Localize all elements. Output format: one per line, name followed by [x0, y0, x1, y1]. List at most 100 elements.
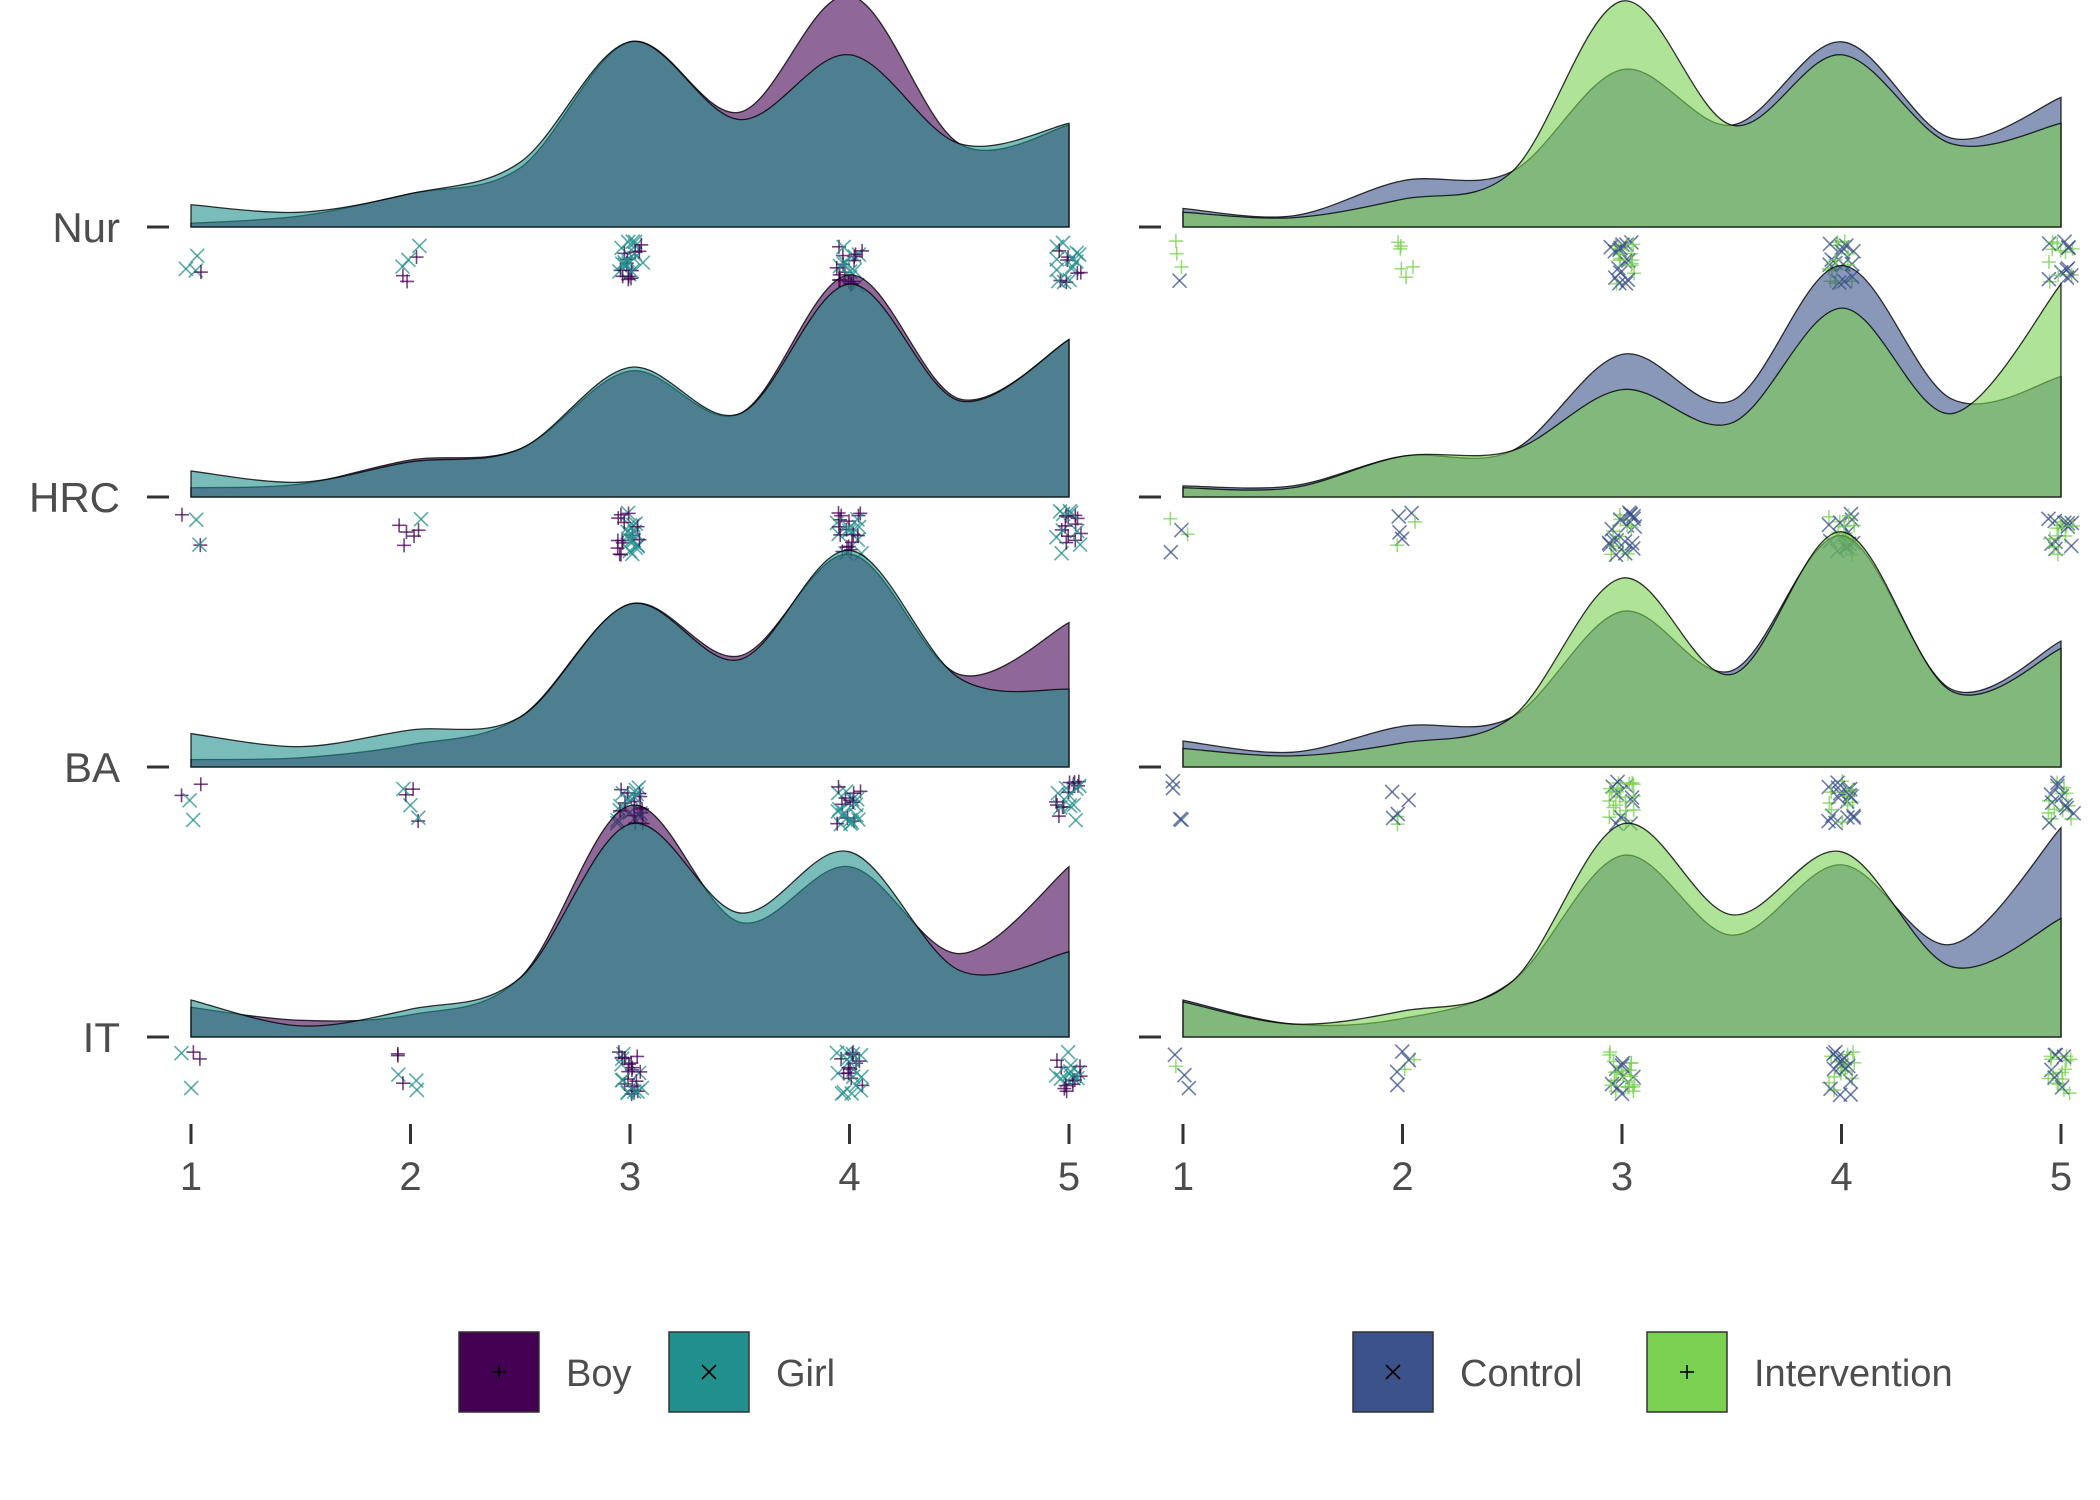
data-point-control-d2	[1846, 808, 1862, 824]
data-point-girl	[178, 261, 194, 277]
data-point-boy	[617, 515, 632, 530]
data-point-control-d2	[1843, 506, 1859, 522]
data-point-control-d2	[1394, 1043, 1410, 1060]
data-point-girl-d2	[831, 801, 847, 817]
data-point-girl-d2	[173, 1045, 190, 1061]
data-point-control	[1163, 544, 1179, 560]
data-point-girl-d2	[1062, 272, 1078, 288]
data-point-boy	[831, 505, 846, 520]
data-point-control	[1609, 1080, 1626, 1096]
data-point-control-d2	[1608, 547, 1624, 563]
data-point-girl-d2	[1060, 1044, 1076, 1060]
data-point-control-d2	[2047, 513, 2063, 529]
data-point-girl-d2	[834, 1086, 850, 1102]
data-point-girl-d2	[1055, 235, 1071, 251]
data-point-control	[1404, 505, 1420, 521]
data-point-control-d2	[2054, 1079, 2070, 1095]
data-point-girl-d2	[628, 782, 644, 798]
jitter-points-ba	[1165, 773, 2082, 832]
data-point-girl	[1063, 1057, 1079, 1074]
data-point-girl-d2	[836, 805, 852, 821]
data-point-control	[1165, 780, 1181, 796]
data-point-intervention	[2041, 805, 2056, 820]
data-point-control-d2	[1608, 815, 1624, 832]
data-point-intervention	[1169, 246, 1184, 261]
data-point-control-d2	[1624, 535, 1640, 551]
data-point-boy	[621, 269, 636, 284]
data-point-control	[1618, 778, 1634, 794]
data-point-control-d2	[1609, 1080, 1626, 1096]
data-point-girl	[1060, 1044, 1076, 1060]
data-point-control-d2	[1609, 774, 1626, 790]
data-point-intervention	[2043, 531, 2058, 546]
data-point-control-d2	[1391, 508, 1407, 524]
data-point-intervention	[2058, 1062, 2073, 1077]
data-point-girl-d2	[626, 250, 642, 267]
data-point-boy	[186, 1045, 201, 1060]
data-point-girl-d2	[853, 1082, 869, 1098]
ridge-row-it-left	[173, 804, 1088, 1102]
data-point-intervention	[1838, 1063, 1853, 1078]
data-point-control	[1385, 810, 1401, 826]
data-point-control	[2049, 775, 2066, 791]
data-point-girl-d2	[626, 1083, 642, 1099]
data-point-control-d2	[1389, 1077, 1405, 1093]
left-panel-plot-area: 1 2 3 4 5	[147, 0, 1088, 1199]
data-point-control-d2	[1384, 784, 1400, 800]
data-point-intervention	[1845, 782, 1860, 797]
data-point-control-d2	[1181, 1080, 1197, 1096]
data-point-girl-d2	[1063, 1057, 1079, 1074]
data-point-control	[1611, 275, 1627, 291]
legend-right: Control Intervention	[1352, 1331, 1953, 1413]
data-point-girl-d2	[620, 234, 636, 250]
data-point-control	[1614, 1086, 1630, 1102]
data-point-intervention	[1606, 539, 1621, 554]
data-point-control-d2	[1163, 544, 1179, 560]
data-point-control	[1820, 813, 1837, 829]
y-row-label-ba: BA	[64, 744, 120, 791]
data-point-girl	[831, 526, 847, 542]
data-point-girl-d2	[1049, 262, 1065, 278]
data-point-girl-d2	[1068, 812, 1084, 828]
data-point-boy	[406, 782, 421, 797]
density-ridge-nur-intervention	[1182, 0, 2062, 228]
x-tick-label: 4	[838, 1155, 860, 1199]
data-point-girl-d2	[835, 807, 851, 823]
data-point-boy	[1073, 526, 1088, 541]
data-point-intervention	[1824, 785, 1839, 800]
jitter-points-hrc	[1163, 505, 2080, 563]
data-point-boy	[630, 519, 645, 534]
data-point-intervention	[2050, 521, 2065, 536]
data-point-intervention	[1622, 1063, 1637, 1078]
data-point-control-d2	[1618, 778, 1634, 794]
data-point-control-d2	[1173, 812, 1190, 828]
data-point-girl	[1068, 812, 1084, 828]
data-point-girl-d2	[1050, 785, 1066, 801]
data-point-control-d2	[1626, 511, 1642, 527]
data-point-girl	[836, 805, 852, 821]
data-point-boy	[174, 788, 189, 803]
data-point-girl-d2	[1069, 1070, 1086, 1086]
data-point-control	[1612, 240, 1629, 256]
data-point-control-d2	[2049, 775, 2066, 791]
data-point-girl-d2	[835, 239, 852, 255]
data-point-boy	[193, 265, 208, 280]
data-point-boy	[834, 797, 849, 812]
data-point-girl	[841, 520, 857, 536]
data-point-control	[1391, 508, 1407, 524]
data-point-girl	[624, 532, 640, 548]
data-point-control-d2	[2044, 794, 2060, 811]
data-point-boy	[411, 814, 426, 829]
data-point-girl	[1062, 503, 1078, 519]
data-point-girl	[842, 812, 858, 828]
data-point-girl-d2	[849, 791, 865, 807]
data-point-girl-d2	[188, 512, 204, 528]
data-point-control-d2	[1834, 243, 1850, 260]
data-point-control	[1401, 792, 1417, 808]
data-point-control-d2	[2066, 805, 2082, 821]
data-point-boy	[633, 1064, 648, 1079]
data-point-control-d2	[1176, 1067, 1192, 1083]
data-point-control	[1827, 1044, 1843, 1060]
data-point-intervention	[1391, 235, 1406, 250]
